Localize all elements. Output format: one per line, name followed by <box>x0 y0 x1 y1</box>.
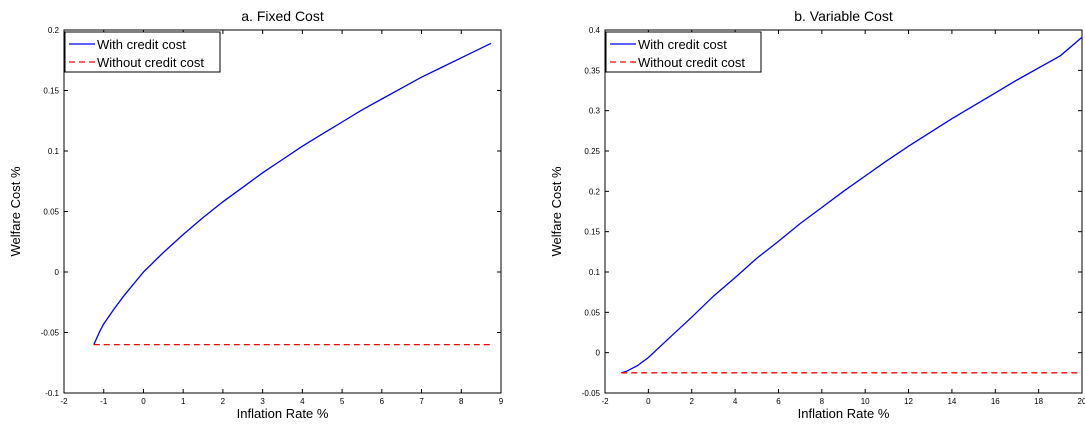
x-tick-label: 8 <box>459 397 464 406</box>
plot-area-frame <box>63 29 502 394</box>
x-axis-label: Inflation Rate % <box>237 406 329 421</box>
legend: With credit cost Without credit cost <box>605 31 762 73</box>
x-tick-label: 10 <box>861 397 870 406</box>
x-tick-label: 2 <box>221 397 226 406</box>
y-tick-label: 0.15 <box>43 87 59 96</box>
y-tick-label: -0.05 <box>41 329 60 338</box>
x-tick-label: -2 <box>60 397 68 406</box>
legend-label: Without credit cost <box>97 55 204 70</box>
x-tick-label: 14 <box>947 397 956 406</box>
x-tick-label: 5 <box>340 397 345 406</box>
y-tick-label: 0.3 <box>589 107 601 116</box>
y-tick-label: -0.1 <box>45 389 59 398</box>
legend-box <box>64 31 221 73</box>
x-tick-label: 18 <box>1034 397 1043 406</box>
y-tick-label: 0.1 <box>589 268 601 277</box>
x-tick-label: 6 <box>776 397 781 406</box>
chart-panel-1: -2 0 2 4 6 8 10 12 14 16 18 20 -0.05 0 0.05 0.1 0.15 0.2 0… <box>549 8 1085 421</box>
y-tick-label: 0.05 <box>43 208 59 217</box>
legend-label: With credit cost <box>97 37 186 52</box>
x-tick-label: 6 <box>380 397 385 406</box>
legend-label: With credit cost <box>638 37 727 52</box>
y-tick-label: 0.2 <box>589 187 601 196</box>
x-tick-label: 2 <box>690 397 695 406</box>
x-tick-label: 0 <box>646 397 651 406</box>
x-axis-label: Inflation Rate % <box>798 406 890 421</box>
x-tick-label: 9 <box>499 397 504 406</box>
y-tick-label: 0.25 <box>584 147 600 156</box>
y-tick-label: 0.1 <box>48 147 60 156</box>
y-tick-label: -0.05 <box>582 389 601 398</box>
chart-title: b. Variable Cost <box>794 8 893 24</box>
x-tick-label: 4 <box>733 397 738 406</box>
legend-box <box>605 31 762 73</box>
x-tick-label: 7 <box>419 397 424 406</box>
x-tick-label: 3 <box>260 397 265 406</box>
x-tick-label: -2 <box>601 397 609 406</box>
y-tick-label: 0 <box>596 349 601 358</box>
y-tick-label: 0.05 <box>584 308 600 317</box>
x-tick-label: 20 <box>1078 397 1085 406</box>
x-tick-label: 8 <box>820 397 825 406</box>
x-tick-label: -1 <box>100 397 108 406</box>
series-line-with-credit-cost <box>93 42 492 345</box>
x-tick-label: 1 <box>181 397 186 406</box>
y-tick-label: 0.15 <box>584 228 600 237</box>
x-tick-label: 4 <box>300 397 305 406</box>
y-axis-label: Welfare Cost % <box>8 166 23 257</box>
plot-area-frame <box>604 29 1083 394</box>
x-tick-label: 0 <box>141 397 146 406</box>
series-line-with-credit-cost <box>621 36 1083 374</box>
legend: With credit cost Without credit cost <box>64 31 221 73</box>
x-tick-label: 12 <box>904 397 913 406</box>
y-tick-label: 0.4 <box>589 26 601 35</box>
y-tick-label: 0.35 <box>584 66 600 75</box>
chart-title: a. Fixed Cost <box>241 8 324 24</box>
x-tick-label: 16 <box>991 397 1000 406</box>
y-axis-label: Welfare Cost % <box>549 166 564 257</box>
y-tick-label: 0 <box>55 268 60 277</box>
legend-label: Without credit cost <box>638 55 745 70</box>
chart-panel-0: -2 -1 0 1 2 3 4 5 6 7 8 9 -0.1 -0.05 0 0.05 0.1 0.15 0.2 a.… <box>8 8 504 421</box>
y-tick-label: 0.2 <box>48 26 60 35</box>
